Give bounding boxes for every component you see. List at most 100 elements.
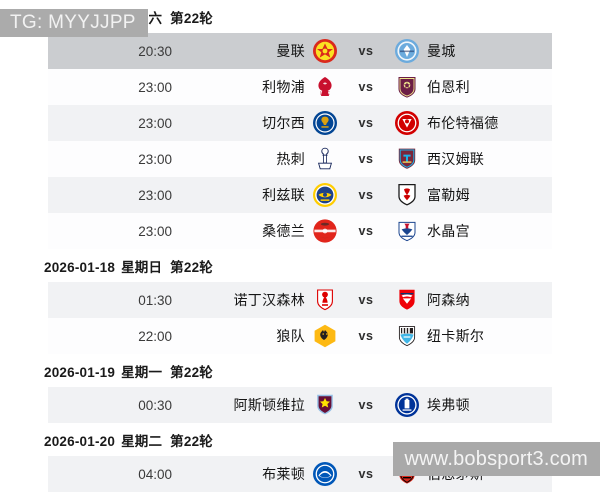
day-group: 2026-01-17星期六第22轮20:30曼联vs曼城23:00利物浦LFCv… (44, 11, 552, 249)
leeds-crest (312, 182, 338, 208)
home-team-name: 桑德兰 (262, 223, 305, 239)
home-team-name: 布莱顿 (262, 466, 305, 482)
tg-tag-watermark: TG: MYYJJPP (0, 9, 148, 37)
away-team-name: 曼城 (427, 43, 456, 59)
home-team-name: 诺丁汉森林 (233, 292, 305, 308)
match-row[interactable]: 22:00 狼队 vs 纽卡斯尔 (48, 318, 552, 354)
day-header-date: 2026-01-18 (44, 260, 116, 275)
home-team-name: 阿斯顿维拉 (233, 397, 305, 413)
tottenham-crest (312, 146, 338, 172)
day-group: 2026-01-18 星期日 第22轮 01:30 诺丁汉森林 vs 阿森纳 22:00 狼队 v… (0, 249, 600, 354)
away-team-name: 埃弗顿 (427, 397, 470, 413)
home-team[interactable]: 阿斯顿维拉 (180, 392, 344, 418)
home-team[interactable]: 曼联 (180, 38, 344, 64)
aston-villa-crest (312, 392, 338, 418)
match-row[interactable]: 00:30 阿斯顿维拉 vs 埃弗顿 (48, 387, 552, 423)
west-ham-crest (394, 146, 420, 172)
home-team[interactable]: 诺丁汉森林 (180, 287, 344, 313)
man-utd-crest (312, 38, 338, 64)
home-team-name: 狼队 (276, 328, 305, 344)
home-team[interactable]: 利兹联 (180, 182, 344, 208)
day-header-date: 2026-01-19 (44, 365, 116, 380)
nottingham-forest-crest (312, 287, 338, 313)
away-team[interactable]: 曼城 (388, 38, 552, 64)
match-row[interactable]: 23:00 热刺 vs 西汉姆联 (48, 141, 552, 177)
away-team[interactable]: 纽卡斯尔 (388, 323, 552, 349)
match-row[interactable]: 01:30 诺丁汉森林 vs 阿森纳 (48, 282, 552, 318)
match-row[interactable]: 20:30 曼联 vs 曼城 (48, 33, 552, 69)
day-header: 2026-01-18 星期日 第22轮 (0, 249, 600, 282)
vs-separator: vs (358, 224, 374, 238)
site-url-watermark: www.bobsport3.com (392, 442, 600, 476)
match-time: 20:30 (138, 43, 172, 59)
vs-separator: vs (358, 398, 374, 412)
vs-separator: vs (358, 44, 374, 58)
away-team-name: 水晶宫 (427, 223, 470, 239)
away-team[interactable]: 阿森纳 (388, 287, 552, 313)
away-team-name: 布伦特福德 (427, 115, 499, 131)
away-team[interactable]: 布伦特福德 (388, 110, 552, 136)
home-team-name: 利兹联 (262, 187, 305, 203)
match-row[interactable]: 23:00 桑德兰 vs 水晶宫 (48, 213, 552, 249)
away-team[interactable]: 西汉姆联 (388, 146, 552, 172)
away-team-name: 富勒姆 (427, 187, 470, 203)
sunderland-crest (312, 218, 338, 244)
man-city-crest (394, 38, 420, 64)
home-team-name: 热刺 (276, 151, 305, 167)
away-team[interactable]: 伯恩利 (388, 74, 552, 100)
arsenal-crest (394, 287, 420, 313)
match-time: 00:30 (138, 397, 172, 413)
svg-text:LFC: LFC (320, 91, 330, 97)
day-header-weekday: 星期一 (121, 365, 163, 380)
home-team-name: 利物浦 (262, 79, 305, 95)
away-team-name: 西汉姆联 (427, 151, 485, 167)
home-team[interactable]: 桑德兰 (180, 218, 344, 244)
match-time: 23:00 (138, 187, 172, 203)
brentford-crest (394, 110, 420, 136)
day-header-round: 第22轮 (170, 11, 213, 26)
day-header-round: 第22轮 (170, 365, 213, 380)
chelsea-crest (312, 110, 338, 136)
newcastle-crest (394, 323, 420, 349)
day-header: 2026-01-19 星期一 第22轮 (0, 354, 600, 387)
match-row[interactable]: 23:00 切尔西 vs 布伦特福德 (48, 105, 552, 141)
day-header-weekday: 星期日 (121, 260, 163, 275)
vs-separator: vs (358, 188, 374, 202)
day-group: 2026-01-19 星期一 第22轮 00:30 阿斯顿维拉 vs 埃弗顿 (0, 354, 600, 423)
match-time: 22:00 (138, 328, 172, 344)
away-team-name: 阿森纳 (427, 292, 470, 308)
vs-separator: vs (358, 467, 374, 481)
day-header-date: 2026-01-20 (44, 434, 116, 449)
home-team[interactable]: 利物浦 LFC (180, 74, 344, 100)
vs-separator: vs (358, 116, 374, 130)
home-team[interactable]: 布莱顿 (180, 461, 344, 487)
away-team-name: 纽卡斯尔 (427, 328, 485, 344)
fulham-crest (394, 182, 420, 208)
crystal-palace-crest (394, 218, 420, 244)
home-team-name: 曼联 (276, 43, 305, 59)
home-team[interactable]: 狼队 (180, 323, 344, 349)
match-time: 23:00 (138, 223, 172, 239)
vs-separator: vs (358, 80, 374, 94)
day-header-round: 第22轮 (170, 434, 213, 449)
match-row[interactable]: 23:00 利物浦 LFC vs 伯恩利 (48, 69, 552, 105)
match-time: 23:00 (138, 79, 172, 95)
away-team[interactable]: 水晶宫 (388, 218, 552, 244)
wolves-crest (312, 323, 338, 349)
home-team[interactable]: 热刺 (180, 146, 344, 172)
away-team[interactable]: 富勒姆 (388, 182, 552, 208)
day-header-round: 第22轮 (170, 260, 213, 275)
liverpool-crest: LFC (312, 74, 338, 100)
burnley-crest (394, 74, 420, 100)
match-time: 23:00 (138, 115, 172, 131)
vs-separator: vs (358, 329, 374, 343)
match-time: 04:00 (138, 466, 172, 482)
away-team-name: 伯恩利 (427, 79, 470, 95)
day-header-weekday: 星期二 (121, 434, 163, 449)
brighton-crest (312, 461, 338, 487)
home-team[interactable]: 切尔西 (180, 110, 344, 136)
away-team[interactable]: 埃弗顿 (388, 392, 552, 418)
vs-separator: vs (358, 293, 374, 307)
match-row[interactable]: 23:00 利兹联 vs 富勒姆 (48, 177, 552, 213)
